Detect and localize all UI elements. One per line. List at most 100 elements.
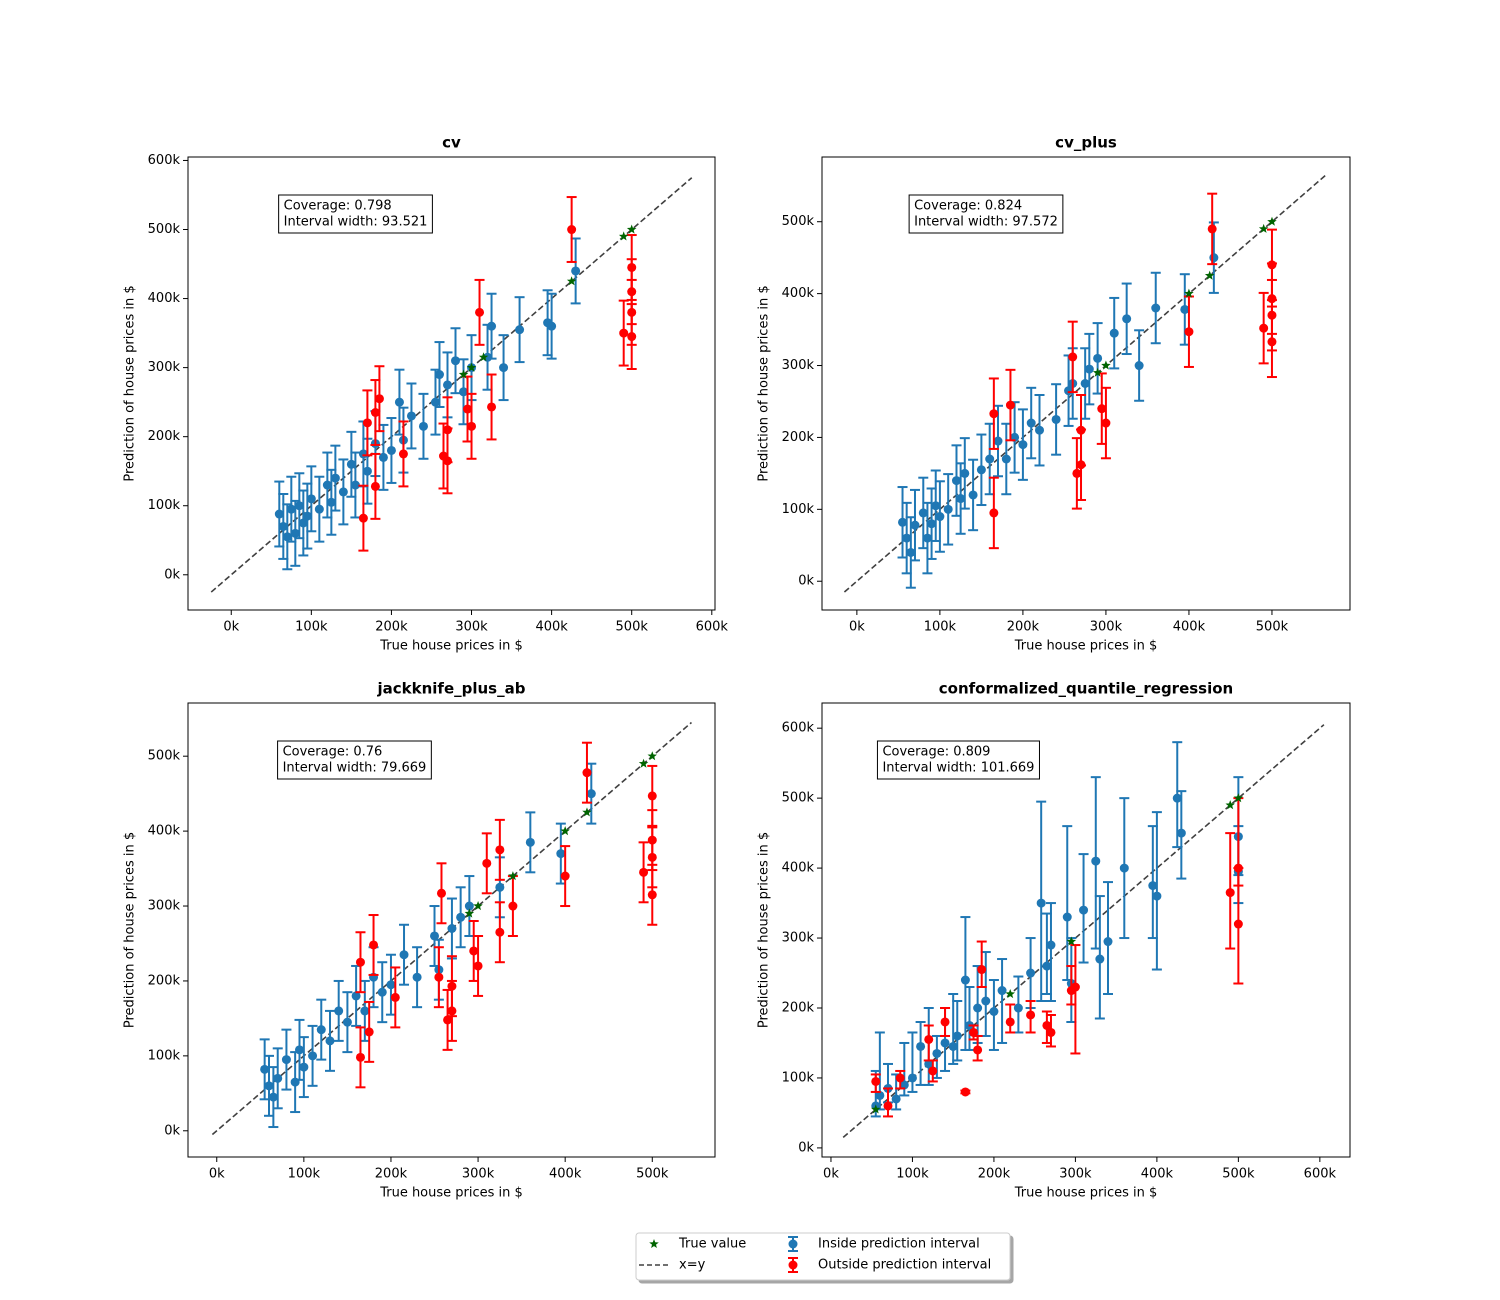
x-tick-label: 200k xyxy=(1007,620,1040,635)
error-bar xyxy=(976,940,987,989)
point xyxy=(1076,425,1086,435)
annotation-box xyxy=(876,740,1040,780)
star-marker xyxy=(1258,223,1269,233)
point xyxy=(1097,404,1107,414)
x-tick-label: 400k xyxy=(549,1167,582,1182)
point xyxy=(647,890,657,900)
point xyxy=(495,927,505,937)
point xyxy=(619,328,629,338)
y-tick-label: 500k xyxy=(782,791,815,806)
point xyxy=(571,266,581,276)
point xyxy=(788,1239,798,1249)
star-marker xyxy=(871,1104,881,1114)
star-marker xyxy=(478,352,489,362)
point xyxy=(932,1048,942,1058)
point xyxy=(922,533,932,543)
x-axis-label: True house prices in $ xyxy=(1014,639,1158,654)
point xyxy=(355,1052,365,1062)
point xyxy=(985,454,995,464)
point xyxy=(443,1015,453,1025)
point xyxy=(495,882,505,892)
error-bar xyxy=(915,1020,926,1086)
x-tick-label: 300k xyxy=(1059,1167,1092,1182)
point xyxy=(940,1017,950,1027)
point xyxy=(1103,937,1113,947)
point xyxy=(1233,863,1243,873)
point xyxy=(362,418,372,428)
y-tick-label: 0k xyxy=(164,1123,180,1138)
y-tick-label: 200k xyxy=(148,429,181,444)
point xyxy=(482,858,492,868)
point xyxy=(456,912,466,922)
point xyxy=(330,473,340,483)
point xyxy=(418,421,428,431)
point xyxy=(398,449,408,459)
point xyxy=(487,402,497,412)
point xyxy=(386,445,396,455)
x-tick-label: 300k xyxy=(1090,620,1123,635)
point xyxy=(281,1055,291,1065)
point xyxy=(515,325,525,335)
point xyxy=(1079,905,1089,915)
point xyxy=(369,940,379,950)
point xyxy=(1026,968,1036,978)
star-marker xyxy=(618,231,629,241)
x-tick-label: 300k xyxy=(455,620,488,635)
star-marker xyxy=(1092,367,1103,377)
y-tick-label: 0k xyxy=(798,574,814,589)
x-tick-label: 500k xyxy=(616,620,649,635)
star-marker xyxy=(508,871,518,881)
x-tick-label: 500k xyxy=(636,1167,669,1182)
point xyxy=(989,1006,999,1016)
error-bar xyxy=(952,1000,963,1062)
y-tick-label: 0k xyxy=(164,567,180,582)
error-bar xyxy=(997,958,1008,1044)
star-marker xyxy=(466,362,477,372)
point xyxy=(960,468,970,478)
point xyxy=(547,321,557,331)
point xyxy=(935,512,945,522)
axes-frame xyxy=(187,156,716,611)
point xyxy=(956,494,966,504)
point xyxy=(260,1064,270,1074)
point xyxy=(560,871,570,881)
subplot-title: conformalized_quantile_regression xyxy=(939,680,1234,698)
y-axis-label: Prediction of house prices in $ xyxy=(757,832,772,1028)
point xyxy=(308,1051,318,1061)
legend: True value x=y Inside prediction interval O… xyxy=(635,1232,1011,1281)
legend-label: x=y xyxy=(679,1258,706,1273)
legend-label: True value xyxy=(678,1237,746,1252)
y-tick-label: 200k xyxy=(148,973,181,988)
legend-label: Outside prediction interval xyxy=(818,1258,991,1273)
point xyxy=(1046,940,1056,950)
x-tick-label: 0k xyxy=(823,1167,839,1182)
point xyxy=(326,497,336,507)
point xyxy=(968,490,978,500)
point xyxy=(346,459,356,469)
annotation-text: Coverage: 0.824 xyxy=(914,199,1022,214)
point xyxy=(924,1034,934,1044)
point xyxy=(1119,863,1129,873)
point xyxy=(977,965,987,975)
point xyxy=(316,1025,326,1035)
subplot-title: jackknife_plus_ab xyxy=(377,680,526,698)
point xyxy=(1026,418,1036,428)
point xyxy=(1084,364,1094,374)
point xyxy=(436,888,446,898)
point xyxy=(1180,304,1190,314)
point xyxy=(1042,961,1052,971)
point xyxy=(377,987,387,997)
point xyxy=(268,1092,278,1102)
star-marker xyxy=(1204,270,1215,280)
point xyxy=(927,519,937,529)
star-marker xyxy=(1005,989,1015,999)
point xyxy=(1267,260,1277,270)
point xyxy=(1207,224,1217,234)
point xyxy=(989,508,999,518)
point xyxy=(1080,379,1090,388)
point xyxy=(952,1031,962,1041)
y-tick-label: 300k xyxy=(782,358,815,373)
point xyxy=(940,1038,950,1048)
